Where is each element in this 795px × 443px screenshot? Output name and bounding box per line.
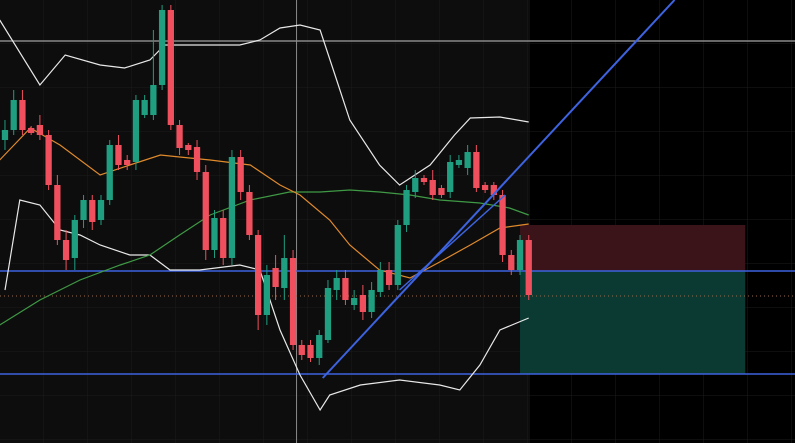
candle-body	[508, 255, 515, 270]
candle-body	[385, 270, 393, 285]
trend-line	[399, 194, 506, 291]
candle-body	[141, 100, 148, 115]
candle-body	[316, 335, 323, 358]
candle-body	[246, 192, 253, 235]
candle-body	[167, 10, 174, 125]
candle-body	[228, 157, 236, 258]
candle-body	[333, 278, 340, 290]
candle-body	[307, 345, 314, 358]
target-zone	[520, 271, 746, 374]
candle-body	[289, 258, 297, 345]
candle-body	[481, 185, 489, 190]
candle-body	[490, 185, 497, 195]
candle-body	[359, 295, 367, 312]
candle-body	[342, 278, 349, 300]
candle-body	[10, 100, 17, 130]
indicator-line	[0, 189, 529, 326]
candle-body	[193, 147, 201, 172]
candle-body	[28, 128, 35, 133]
candle-body	[499, 195, 506, 255]
candle-body	[403, 190, 410, 225]
candle-body	[45, 135, 52, 185]
candle-body	[1, 130, 9, 140]
candle-body	[464, 152, 471, 168]
candle-body	[525, 240, 532, 295]
candle-body	[324, 288, 332, 340]
candle-body	[106, 145, 113, 200]
candle-body	[516, 240, 524, 270]
candle-body	[97, 200, 105, 220]
candle-body	[54, 185, 61, 240]
candle-body	[150, 85, 157, 115]
candle-body	[71, 220, 78, 258]
candle-body	[80, 200, 87, 220]
candle-body	[351, 298, 358, 305]
candle-body	[272, 268, 279, 287]
indicator-line	[0, 127, 529, 279]
candle-body	[263, 275, 271, 315]
candle-body	[36, 125, 44, 135]
candle-body	[220, 218, 227, 258]
candle-body	[237, 157, 244, 192]
candle-body	[368, 290, 375, 312]
candle-body	[185, 145, 192, 150]
candle-body	[115, 145, 122, 165]
candle-body	[124, 160, 131, 165]
stop-zone	[520, 225, 746, 271]
candle-body	[394, 225, 401, 285]
candle-body	[298, 345, 305, 355]
candle-body	[429, 180, 436, 195]
candle-body	[19, 100, 26, 130]
candle-body	[455, 160, 463, 165]
candle-body	[420, 178, 428, 182]
candle-body	[473, 152, 480, 188]
candle-body	[438, 188, 445, 195]
candle-body	[447, 162, 454, 192]
candle-body	[254, 235, 262, 315]
trend-line	[321, 0, 676, 379]
candle-body	[211, 218, 218, 250]
candle-body	[281, 258, 288, 288]
candle-body	[132, 100, 140, 162]
candle-body	[158, 10, 166, 85]
candle-body	[62, 240, 70, 260]
candle-body	[377, 270, 384, 292]
candle-body	[202, 172, 209, 250]
candle-body	[176, 125, 183, 148]
candle-body	[412, 178, 419, 192]
candle-body	[89, 200, 96, 222]
indicator-line	[0, 19, 529, 186]
